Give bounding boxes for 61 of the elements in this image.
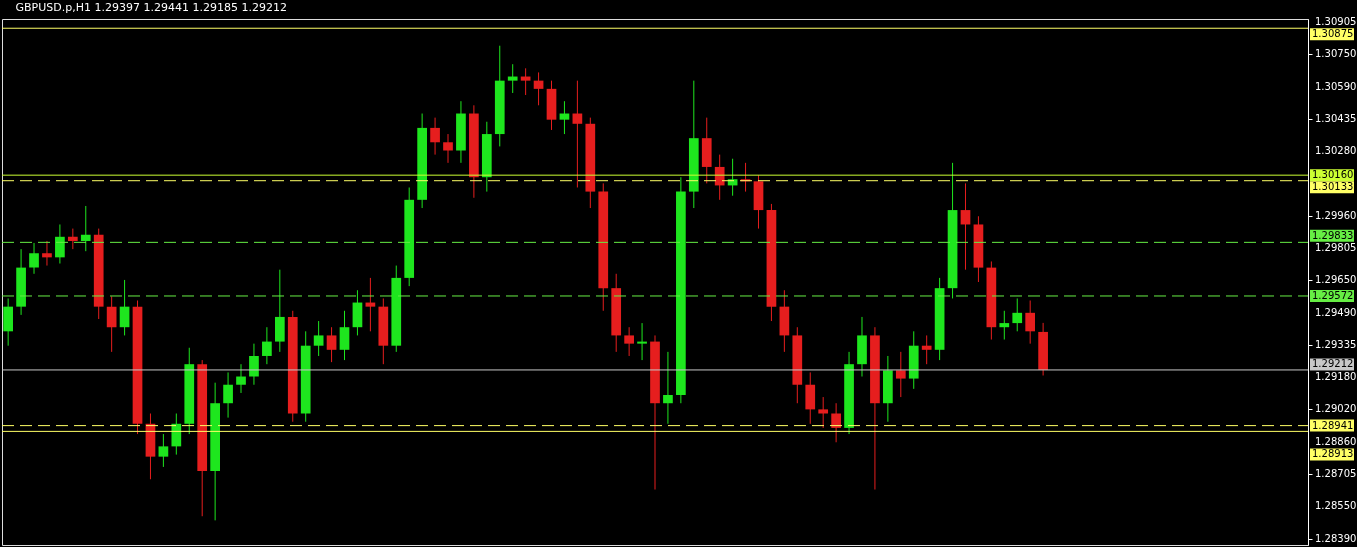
- candlestick: [960, 182, 971, 271]
- y-tick-label: 1.29335: [1315, 338, 1357, 350]
- candlestick: [236, 363, 246, 394]
- y-tick-label: 1.28390: [1315, 532, 1357, 544]
- y-tick-label: 1.30435: [1315, 112, 1357, 124]
- candlestick: [339, 310, 350, 361]
- candlestick: [1025, 299, 1036, 345]
- y-tick-label: 1.30590: [1315, 80, 1357, 92]
- candlestick: [249, 343, 259, 386]
- y-tick-label: 1.28860: [1315, 436, 1357, 448]
- candlestick: [119, 279, 130, 336]
- candlestick: [171, 413, 182, 456]
- ref-line-label: 1.30133: [1312, 181, 1354, 193]
- y-tick-label: 1.28705: [1315, 468, 1357, 480]
- y-tick-label: 1.30280: [1315, 144, 1357, 156]
- ref-line-label: 1.30160: [1312, 169, 1354, 181]
- ref-line-label: 1.28913: [1312, 448, 1354, 460]
- candlestick: [624, 326, 634, 357]
- candlestick: [55, 223, 65, 265]
- y-tick-label: 1.29650: [1315, 273, 1357, 285]
- ref-line-label: 1.29572: [1312, 289, 1354, 301]
- candlestick: [520, 67, 531, 96]
- candlestick: [921, 334, 932, 365]
- candlestick: [313, 320, 324, 357]
- candlestick: [637, 322, 647, 361]
- y-tick-label: 1.30905: [1315, 16, 1357, 28]
- candlestick: [430, 117, 440, 156]
- candlestick: [326, 326, 337, 363]
- candlestick: [559, 100, 570, 135]
- candlestick: [223, 371, 233, 419]
- candlestick: [365, 277, 376, 332]
- candlestick: [29, 242, 39, 275]
- candlestick: [262, 326, 272, 365]
- candlestick: [443, 133, 453, 164]
- y-tick-label: 1.29805: [1315, 242, 1357, 254]
- ref-line-label: 1.30875: [1312, 28, 1354, 40]
- y-tick-label: 1.29180: [1315, 370, 1357, 382]
- candlestick: [831, 402, 841, 443]
- candlestick: [1012, 297, 1023, 332]
- ref-line-label: 1.28941: [1312, 419, 1354, 431]
- candlestick: [507, 63, 518, 94]
- candlestick: [895, 351, 906, 398]
- ref-line-label: 1.29212: [1312, 358, 1354, 370]
- candlestick: [158, 433, 169, 468]
- candlestick: [80, 205, 91, 252]
- candlestick: [818, 396, 829, 429]
- y-tick-label: 1.29490: [1315, 306, 1357, 318]
- y-tick-label: 1.29020: [1315, 403, 1357, 415]
- y-tick-label: 1.29960: [1315, 210, 1357, 222]
- ref-line-label: 1.29833: [1312, 229, 1354, 241]
- candlestick: [999, 310, 1010, 341]
- chart-title: GBPUSD.p,H1 1.29397 1.29441 1.29185 1.29212: [15, 1, 287, 15]
- candlestick: [572, 80, 583, 188]
- candlestick: [714, 154, 725, 201]
- y-tick-label: 1.30750: [1315, 47, 1357, 59]
- candlestick: [67, 228, 78, 250]
- y-tick-label: 1.28550: [1315, 499, 1357, 511]
- candlestick: [533, 71, 544, 106]
- candlestick: [106, 295, 117, 353]
- candlestick: [42, 240, 52, 267]
- candlestick: [663, 351, 673, 425]
